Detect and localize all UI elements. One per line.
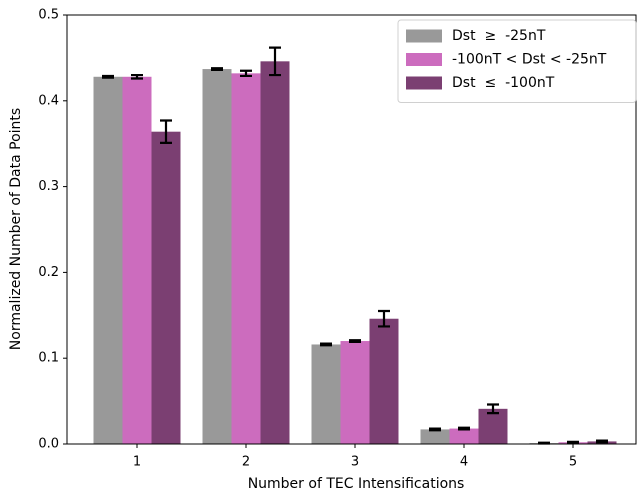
error-bar: [160, 119, 172, 144]
x-tick-label: 2: [242, 455, 250, 470]
legend-label: Dst ≤ -100nT: [452, 75, 555, 91]
error-bar: [349, 339, 361, 343]
bar: [340, 341, 370, 444]
bar: [260, 61, 290, 444]
y-tick-label: 0.4: [38, 93, 59, 108]
error-bar: [567, 440, 579, 444]
y-tick-label: 0.2: [38, 265, 59, 280]
error-bar: [102, 74, 114, 79]
plot-frame: [66, 14, 637, 445]
y-tick-label: 0.1: [38, 351, 59, 366]
bar: [369, 318, 399, 444]
legend-swatch: [406, 29, 442, 43]
error-bar: [269, 46, 281, 77]
bar: [122, 76, 152, 444]
x-axis-label: Number of TEC Intensifications: [248, 476, 465, 492]
error-bar: [596, 439, 608, 444]
bar: [231, 73, 261, 445]
bar: [93, 76, 123, 444]
x-tick-label: 4: [460, 455, 468, 470]
bar: [202, 69, 232, 444]
error-bar: [378, 309, 390, 328]
legend-label: Dst ≥ -25nT: [452, 28, 546, 44]
legend-swatch: [406, 76, 442, 90]
error-bar: [240, 69, 252, 78]
y-tick-label: 0.0: [38, 437, 59, 452]
error-bar: [320, 342, 332, 347]
bar: [478, 408, 508, 444]
legend-swatch: [406, 53, 442, 66]
error-bar: [538, 441, 550, 445]
error-bar: [429, 427, 441, 432]
y-tick-label: 0.3: [38, 179, 59, 194]
x-tick-label: 3: [351, 455, 359, 470]
legend-label: -100nT < Dst < -25nT: [452, 52, 607, 68]
error-bar: [211, 67, 223, 72]
legend-box: [397, 19, 637, 103]
bar: [420, 429, 450, 444]
x-tick-label: 1: [133, 455, 141, 470]
bar: [449, 428, 479, 444]
error-bar: [487, 403, 499, 415]
bar: [151, 131, 181, 445]
y-axis-label: Normalized Number of Data Points: [8, 108, 24, 350]
bar: [311, 344, 341, 444]
error-bar: [131, 73, 143, 80]
error-bar: [458, 426, 470, 431]
x-tick-label: 5: [569, 455, 577, 470]
y-tick-label: 0.5: [38, 8, 59, 23]
